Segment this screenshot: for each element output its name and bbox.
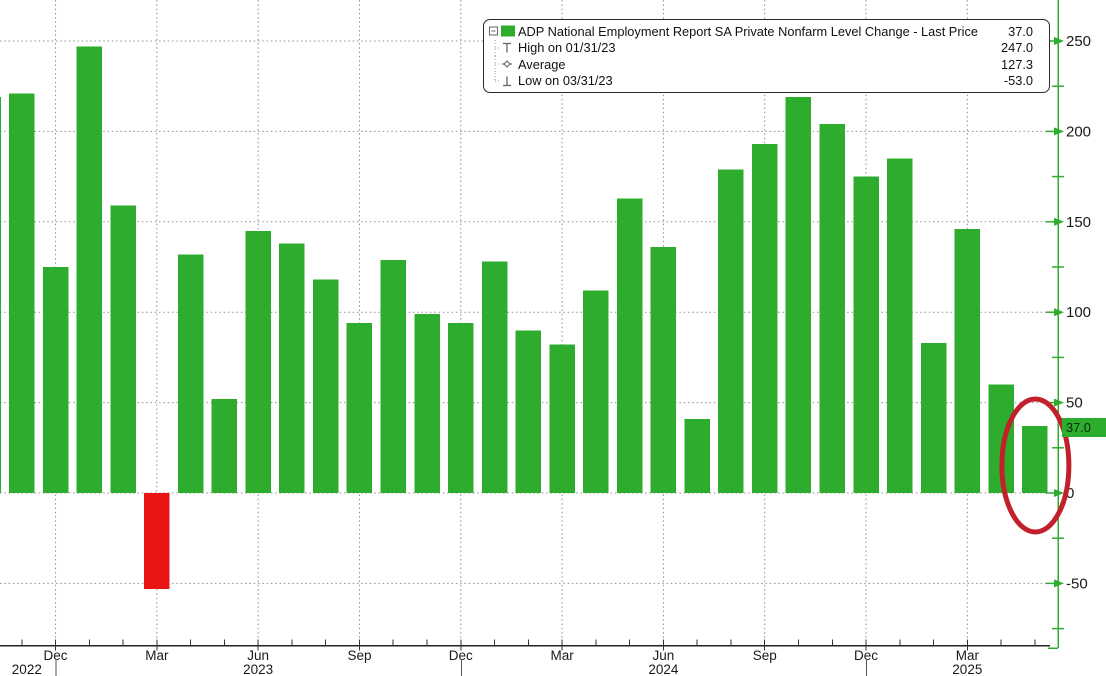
year-label: 2022 bbox=[12, 662, 42, 676]
x-tick-label: Dec bbox=[854, 648, 878, 663]
average-label: Average bbox=[518, 56, 566, 72]
bar-jul-2023[interactable] bbox=[279, 243, 305, 493]
bar-apr-2024[interactable] bbox=[583, 290, 609, 493]
x-tick-label: Dec bbox=[44, 648, 68, 663]
bar-apr-2023[interactable] bbox=[177, 254, 204, 493]
bar-oct-2022[interactable] bbox=[0, 97, 1, 493]
bar-feb-2023[interactable] bbox=[110, 205, 136, 493]
bar-mar-2025[interactable] bbox=[954, 229, 981, 494]
y-tick-arrow-icon bbox=[1054, 127, 1064, 136]
bar-oct-2024[interactable] bbox=[785, 97, 812, 493]
bar-nov-2024[interactable] bbox=[819, 124, 846, 493]
legend-row-average[interactable]: Average 127.3 bbox=[488, 56, 1033, 73]
series-label: ADP National Employment Report SA Privat… bbox=[518, 23, 978, 39]
y-tick-label: -50 bbox=[1066, 575, 1088, 592]
year-label: 2024 bbox=[648, 662, 679, 676]
bar-dec-2024[interactable] bbox=[853, 176, 879, 493]
y-tick-label: 250 bbox=[1066, 33, 1091, 50]
bar-jan-2025[interactable] bbox=[887, 158, 913, 493]
last-price-value: 37.0 bbox=[1008, 23, 1033, 39]
bar-may-2024[interactable] bbox=[616, 198, 643, 493]
y-tick-label: 0 bbox=[1066, 485, 1074, 502]
x-tick-label: Mar bbox=[956, 648, 980, 663]
y-tick-label: 100 bbox=[1066, 304, 1091, 321]
low-value: -53.0 bbox=[1003, 73, 1033, 89]
bar-jun-2023[interactable] bbox=[245, 230, 271, 493]
high-marker-icon bbox=[494, 39, 511, 56]
bar-jan-2024[interactable] bbox=[481, 261, 508, 493]
bar-nov-2023[interactable] bbox=[414, 314, 440, 493]
average-marker-icon bbox=[494, 56, 512, 73]
bar-may-2023[interactable] bbox=[211, 398, 238, 493]
average-value: 127.3 bbox=[1000, 56, 1033, 72]
y-tick-arrow-icon bbox=[1054, 217, 1064, 226]
x-tick-label: Jun bbox=[247, 648, 269, 663]
x-tick-label: Dec bbox=[449, 648, 473, 663]
low-label: Low on 03/31/23 bbox=[518, 73, 613, 89]
bar-mar-2023[interactable] bbox=[144, 493, 170, 589]
legend-row-low[interactable]: Low on 03/31/23 -53.0 bbox=[488, 72, 1033, 89]
y-tick-arrow-icon bbox=[1054, 37, 1064, 45]
legend-expander-and-swatch bbox=[489, 25, 515, 37]
bar-aug-2024[interactable] bbox=[718, 169, 744, 494]
bar-feb-2025[interactable] bbox=[920, 342, 947, 493]
bar-may-2025[interactable] bbox=[1022, 426, 1048, 493]
legend-row-series[interactable]: ADP National Employment Report SA Privat… bbox=[488, 23, 1033, 39]
bar-oct-2023[interactable] bbox=[380, 259, 406, 493]
legend-tree-cell bbox=[488, 39, 518, 56]
x-tick-label: Sep bbox=[347, 648, 371, 663]
x-tick-label: Mar bbox=[550, 648, 574, 663]
bar-sep-2024[interactable] bbox=[751, 144, 778, 493]
y-tick-arrow-icon bbox=[1054, 489, 1064, 497]
legend-tree-cell bbox=[488, 72, 518, 89]
y-tick-label: 150 bbox=[1066, 214, 1091, 231]
bar-jul-2024[interactable] bbox=[684, 418, 710, 493]
bar-sep-2023[interactable] bbox=[346, 323, 373, 493]
y-tick-arrow-icon bbox=[1054, 398, 1064, 407]
legend-row-high[interactable]: High on 01/31/23 247.0 bbox=[488, 39, 1033, 56]
y-tick-arrow-icon bbox=[1054, 579, 1064, 588]
series-color-swatch-icon bbox=[501, 25, 515, 37]
bar-aug-2023[interactable] bbox=[312, 279, 339, 493]
bar-dec-2023[interactable] bbox=[448, 323, 474, 493]
y-tick-label: 200 bbox=[1066, 123, 1091, 140]
bar-jan-2023[interactable] bbox=[76, 46, 103, 493]
year-label: 2025 bbox=[952, 662, 982, 676]
high-value: 247.0 bbox=[1000, 40, 1033, 56]
low-marker-icon bbox=[494, 72, 511, 87]
legend-box[interactable]: ADP National Employment Report SA Privat… bbox=[483, 19, 1050, 93]
year-label: 2023 bbox=[243, 662, 273, 676]
bar-mar-2024[interactable] bbox=[549, 344, 575, 493]
x-tick-label: Sep bbox=[753, 648, 777, 663]
highlight-ellipse-annotation bbox=[999, 396, 1072, 535]
last-price-badge: 37.0 bbox=[1062, 418, 1106, 437]
bar-dec-2022[interactable] bbox=[42, 267, 69, 493]
y-tick-arrow-icon bbox=[1054, 308, 1064, 317]
legend-tree-cell bbox=[488, 56, 518, 73]
bar-nov-2022[interactable] bbox=[9, 93, 35, 493]
bar-jun-2024[interactable] bbox=[650, 247, 677, 493]
x-tick-label: Jun bbox=[653, 648, 675, 663]
high-label: High on 01/31/23 bbox=[518, 40, 616, 56]
bar-feb-2024[interactable] bbox=[515, 330, 542, 493]
y-tick-label: 50 bbox=[1066, 395, 1083, 412]
legend-tree-cell bbox=[488, 23, 518, 39]
x-tick-label: Mar bbox=[145, 648, 169, 663]
